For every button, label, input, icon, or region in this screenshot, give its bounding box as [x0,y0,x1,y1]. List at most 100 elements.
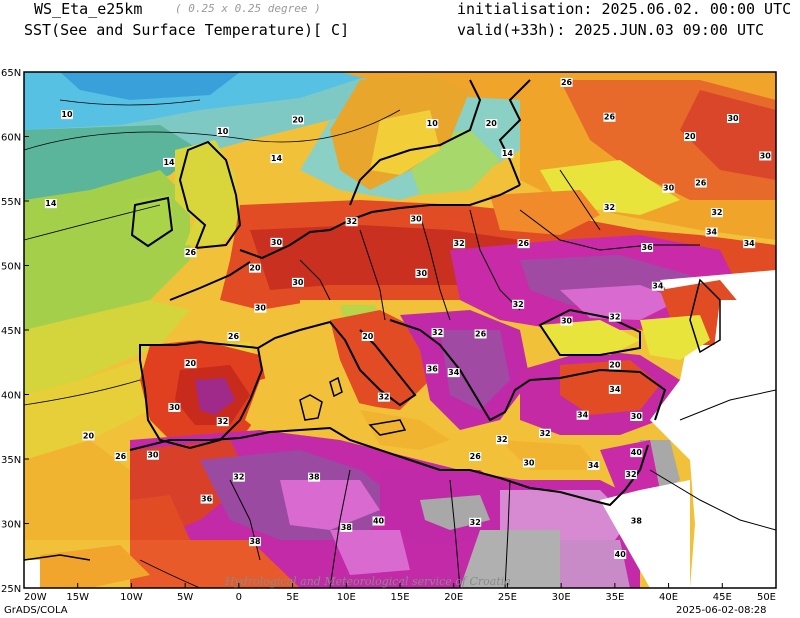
contour-label: 34 [744,239,756,248]
contour-label: 26 [115,452,127,461]
lon-tick-label: 25E [498,592,517,603]
contour-label: 20 [292,115,304,124]
contour-label: 20 [684,132,696,141]
contour-label: 30 [416,269,428,278]
contour-label-background [474,329,487,339]
contour-label-background [694,178,707,188]
contour-label-background [270,154,283,164]
contour-label: 32 [625,470,636,479]
contour-label: 30 [727,114,739,123]
contour-label: 32 [513,300,524,309]
temperature-field [24,72,776,588]
contour-label-background [82,431,95,441]
lat-tick-label: 45N [1,326,21,337]
contour-label-background [684,132,697,142]
contour-label-background [345,217,358,227]
contour-label-background [168,402,181,412]
contour-label: 40 [373,517,385,526]
contour-label-background [291,115,304,125]
lon-tick-label: 0 [236,592,242,603]
contour-label-background [522,458,535,468]
contour-label-background [44,199,57,209]
contour-label-background [431,328,444,338]
lon-tick-label: 20E [444,592,463,603]
contour-label-background [501,148,514,158]
watermark: Hydrological and Meteorological service … [224,575,511,588]
contour-label-background [727,114,740,124]
contour-label: 14 [163,158,175,167]
contour-label-background [608,312,621,322]
contour-labels: 10 10 14 14 14 20 20 26 30 32 30 32 30 30 26 20 30 32 20 26… [44,77,772,560]
contour-label: 30 [561,317,573,326]
contour-label-background [539,428,552,438]
footer-timestamp: 2025-06-02-08:28 [676,605,767,616]
contour-label-background [184,248,197,258]
contour-label: 30 [663,184,675,193]
contour-label-background [410,214,423,224]
contour-label-background [361,332,374,342]
lon-tick-label: 15E [390,592,409,603]
contour-label: 34 [588,461,600,470]
contour-label: 38 [631,517,643,526]
contour-label: 32 [604,203,615,212]
contour-label-background [651,281,664,291]
contour-label-background [614,550,627,560]
contour-label: 30 [760,151,772,160]
contour-label: 26 [475,329,487,338]
contour-label-background [743,239,756,249]
contour-label: 20 [486,119,498,128]
contour-label: 38 [341,523,353,532]
contour-label-background [630,448,643,458]
contour-label-background [710,208,723,218]
contour-label-background [469,452,482,461]
contour-label: 14 [45,199,57,208]
contour-label-background [114,452,127,461]
contour-label-background [216,417,229,427]
contour-label-background [469,517,482,527]
lon-tick-label: 50E [757,592,776,603]
contour-label: 34 [448,368,460,377]
contour-label: 20 [362,332,374,341]
contour-label-background [426,364,439,374]
contour-label-background [308,472,321,482]
contour-label-background [496,435,509,445]
contour-label: 34 [652,282,664,291]
contour-label-background [270,237,283,247]
lon-tick-label: 5E [286,592,299,603]
contour-label-background [163,157,176,167]
contour-label: 26 [561,78,573,87]
lat-tick-label: 25N [1,584,21,595]
contour-label: 10 [217,127,229,136]
contour-label-background [705,227,718,237]
contour-label: 36 [427,364,439,373]
contour-label: 32 [496,435,507,444]
contour-label: 32 [378,393,389,402]
lat-tick-label: 35N [1,455,21,466]
lat-tick-label: 30N [1,520,21,531]
contour-label-background [377,392,390,402]
contour-label: 30 [169,403,181,412]
contour-label-background [587,461,600,471]
contour-label-background [184,359,197,369]
contour-label: 32 [217,417,228,426]
contour-label: 30 [523,458,535,467]
lat-tick-label: 40N [1,391,21,402]
contour-label-background [630,412,643,422]
contour-label: 32 [609,313,620,322]
contour-label: 26 [228,332,240,341]
lon-tick-label: 10W [120,592,143,603]
variable-title: SST(See and Surface Temperature)[ C] [24,21,350,39]
latitude-axis: 25N 30N 35N 40N 45N 50N 55N 60N 65N [1,68,29,595]
contour-label: 38 [249,537,261,546]
contour-label: 10 [427,119,439,128]
contour-label-background [216,126,229,136]
contour-label: 32 [432,328,443,337]
contour-label: 20 [185,359,197,368]
contour-label-background [453,239,466,249]
contour-label: 32 [454,239,465,248]
lon-tick-label: 40E [659,592,678,603]
contour-label-background [630,516,643,526]
contour-label-background [517,239,530,249]
contour-label-background [576,410,589,420]
